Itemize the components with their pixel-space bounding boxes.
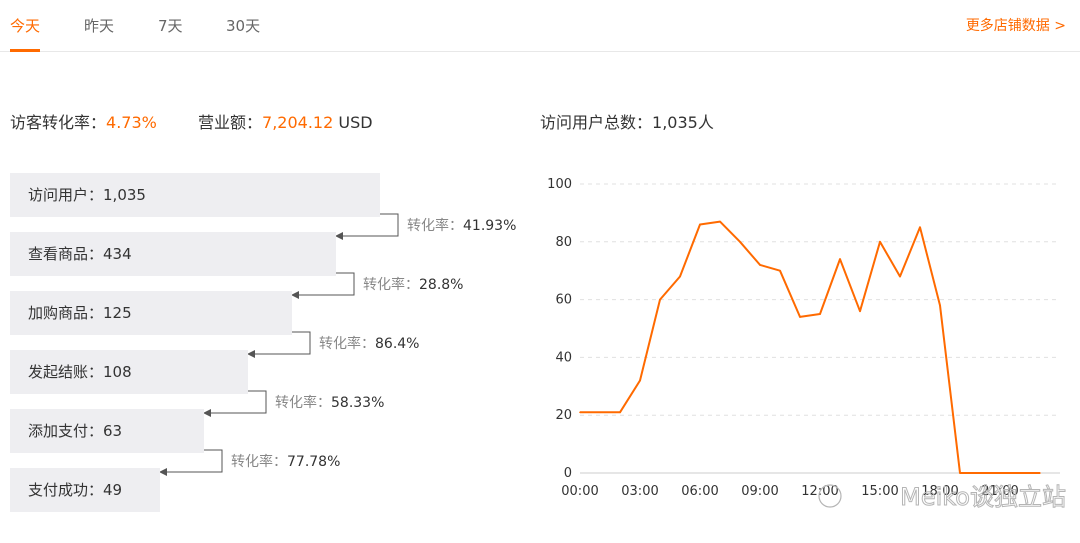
funnel-connector-1 — [335, 213, 399, 240]
y-tick-label: 60 — [555, 293, 572, 308]
conversion-rate-value: 86.4% — [375, 336, 420, 352]
data-point — [959, 472, 961, 474]
funnel-stage-label: 支付成功： — [28, 481, 104, 499]
data-point — [979, 472, 981, 474]
total-users-value: 1,035人 — [652, 113, 714, 132]
data-point — [859, 310, 861, 312]
data-point — [839, 258, 841, 260]
y-tick-label: 80 — [555, 235, 572, 250]
data-point — [919, 226, 921, 229]
x-tick-label: 15:00 — [861, 484, 898, 499]
data-point — [999, 472, 1001, 474]
revenue-summary: 营业额：7,204.12 USD — [198, 112, 373, 134]
conversion-rate-step-3: 转化率：86.4% — [319, 335, 419, 353]
y-tick-label: 40 — [555, 350, 572, 365]
funnel-stage-value: 63 — [103, 422, 123, 440]
data-point — [819, 313, 821, 315]
data-point — [619, 411, 621, 414]
funnel-stage-label: 访问用户： — [28, 186, 104, 204]
funnel-stage-value: 1,035 — [103, 186, 146, 204]
data-point — [779, 269, 781, 272]
total-users-label: 访问用户总数： — [540, 113, 653, 132]
conversion-summary: 访客转化率：4.73% — [10, 112, 157, 134]
data-point — [659, 298, 661, 301]
funnel-stage-value: 434 — [103, 245, 132, 263]
x-tick-label: 06:00 — [681, 484, 718, 499]
data-point — [679, 275, 681, 278]
data-point — [599, 411, 601, 414]
series-line — [580, 220, 1040, 474]
data-point — [759, 264, 761, 266]
conversion-rate-value: 77.78% — [287, 454, 341, 470]
funnel-stage-visitors: 访问用户：1,035 — [10, 173, 380, 217]
funnel-connectors — [159, 213, 399, 476]
funnel-stage-label: 发起结账： — [28, 363, 104, 381]
conversion-rate-key: 转化率： — [407, 218, 463, 234]
funnel-stage-added-to-cart: 加购商品：125 — [10, 291, 292, 335]
y-tick-label: 20 — [555, 408, 572, 423]
revenue-currency: USD — [338, 113, 373, 132]
data-point — [799, 316, 801, 318]
conversion-rate-value: 28.8% — [419, 277, 464, 293]
x-tick-label: 03:00 — [621, 484, 658, 499]
conversion-rate-value: 4.73% — [106, 113, 157, 132]
funnel-stage-payment-added: 添加支付：63 — [10, 409, 204, 453]
x-tick-label: 00:00 — [561, 484, 598, 499]
x-tick-label: 18:00 — [921, 484, 958, 499]
funnel-stage-label: 查看商品： — [28, 245, 104, 263]
funnel-stage-checkout-started: 发起结账：108 — [10, 350, 248, 394]
more-store-data-link[interactable]: 更多店铺数据 > — [965, 18, 1066, 34]
funnel-connector-3 — [247, 331, 311, 358]
conversion-rate-key: 转化率： — [231, 454, 287, 470]
funnel-stage-viewed-products: 查看商品：434 — [10, 232, 336, 276]
tab-30-days[interactable]: 30天 — [226, 17, 261, 35]
data-point — [1019, 472, 1021, 474]
wechat-icon — [818, 484, 842, 508]
data-point — [639, 379, 641, 382]
conversion-rate-key: 转化率： — [275, 395, 331, 411]
active-tab-indicator — [10, 49, 40, 52]
funnel-stage-value: 49 — [103, 481, 123, 499]
conversion-rate-step-5: 转化率：77.78% — [231, 453, 340, 471]
funnel-stage-label: 添加支付： — [28, 422, 104, 440]
date-range-tabbar: 今天 昨天 7天 30天 更多店铺数据 > — [0, 0, 1080, 52]
y-tick-label: 100 — [547, 177, 572, 192]
conversion-rate-value: 58.33% — [331, 395, 385, 411]
tab-today[interactable]: 今天 — [10, 17, 41, 35]
conversion-rate-key: 转化率： — [319, 336, 375, 352]
x-tick-label: 09:00 — [741, 484, 778, 499]
y-tick-label: 0 — [564, 466, 572, 481]
data-point — [1039, 472, 1041, 474]
funnel-stage-value: 108 — [103, 363, 132, 381]
funnel-connector-5 — [159, 449, 223, 476]
x-tick-label: 21:00 — [981, 484, 1018, 499]
funnel-stage-label: 加购商品： — [28, 304, 104, 322]
data-point — [739, 241, 741, 243]
total-users-summary: 访问用户总数：1,035人 — [540, 112, 714, 134]
funnel-connector-2 — [291, 272, 355, 299]
tab-yesterday[interactable]: 昨天 — [84, 17, 115, 35]
revenue-label: 营业额： — [198, 113, 263, 132]
conversion-rate-value: 41.93% — [463, 218, 517, 234]
conversion-rate-step-2: 转化率：28.8% — [363, 276, 463, 294]
funnel-stage-value: 125 — [103, 304, 132, 322]
revenue-value: 7,204.12 — [262, 113, 334, 132]
data-point — [899, 275, 901, 278]
conversion-rate-key: 转化率： — [363, 277, 419, 293]
data-point — [579, 411, 581, 414]
conversion-rate-label: 访客转化率： — [10, 113, 107, 132]
watermark-text: Meiko谈独立站 — [900, 483, 1066, 510]
tab-7-days[interactable]: 7天 — [158, 17, 183, 35]
data-point — [719, 220, 721, 223]
conversion-rate-step-1: 转化率：41.93% — [407, 217, 516, 235]
data-point — [879, 241, 881, 243]
conversion-rate-step-4: 转化率：58.33% — [275, 394, 384, 412]
funnel-connector-4 — [203, 390, 267, 417]
funnel-stage-payment-success: 支付成功：49 — [10, 468, 160, 512]
data-point — [939, 304, 941, 307]
data-point — [699, 223, 701, 226]
